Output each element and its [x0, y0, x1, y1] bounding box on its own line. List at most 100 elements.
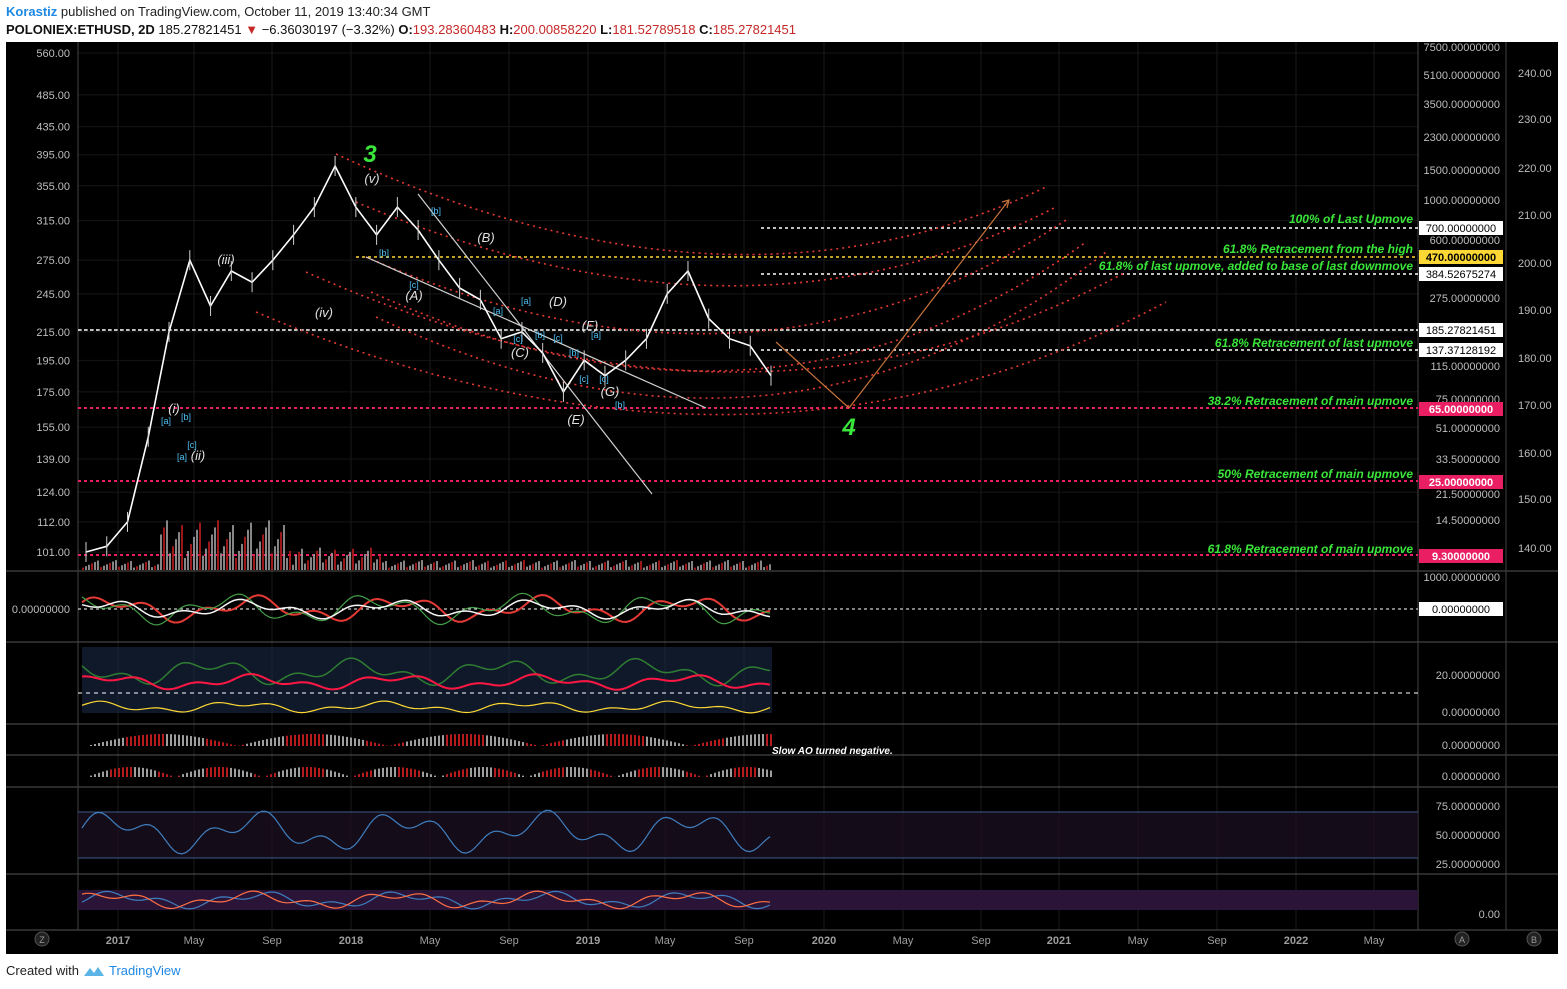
volume-bar-134 [484, 562, 486, 570]
pane-oscillator-tick-0: 1000.00000000 [1424, 572, 1500, 584]
volume-bar-49 [229, 532, 231, 570]
ao-bar-155 [706, 775, 708, 777]
minor-wave-label-0: (v) [364, 171, 379, 186]
last-price: 185.27821451 [158, 22, 242, 37]
slow-ao-bar-99 [482, 734, 484, 746]
corner-button-B [1526, 931, 1542, 947]
time-axis[interactable]: 2017 May Sep 2018 May Sep 2019 May Sep 2020 May Sep… [34, 931, 1542, 947]
slow-ao-bar-71 [370, 741, 372, 746]
volume-bar-14 [124, 563, 126, 570]
slow-ao-bar-131 [610, 734, 612, 746]
minor-wave-label-4: (ii) [191, 448, 205, 463]
ao-bar-112 [534, 774, 536, 777]
volume-bar-194 [664, 565, 666, 570]
left-price-axis[interactable]: 560.00 485.00 435.00 395.00 355.00 315.00 275.… [36, 48, 70, 559]
slow-ao-bar-34 [222, 742, 224, 746]
ao-bar-59 [322, 768, 324, 777]
x-tick-8: Sep [734, 935, 754, 947]
volume-bar-44 [214, 527, 216, 570]
volume-bar-186 [640, 561, 642, 570]
slow-ao-bar-76 [390, 745, 392, 746]
slow-ao-bar-147 [674, 742, 676, 746]
price-line [85, 164, 772, 553]
left-axis-tick-2: 435.00 [36, 122, 70, 134]
ao-bar-18 [158, 771, 160, 777]
volume-bar-173 [601, 563, 603, 570]
price-tag-bg-2 [1419, 267, 1503, 281]
volume-bar-207 [703, 563, 705, 570]
slow-ao-bar-40 [246, 743, 248, 746]
volume-bar-43 [211, 534, 213, 570]
price-tag-5: 65.00000000 [1429, 404, 1493, 416]
ao-bar-71 [370, 770, 372, 777]
ao-bar-63 [338, 772, 340, 777]
close-label: C: [699, 22, 713, 37]
volume-bar-119 [439, 567, 441, 570]
ao-bar-136 [630, 771, 632, 777]
slow-ao-bar-101 [490, 735, 492, 746]
volume-bar-145 [517, 562, 519, 570]
volume-bar-22 [148, 560, 150, 570]
slow-ao-bar-33 [218, 741, 220, 746]
tradingview-brand[interactable]: TradingView [108, 963, 181, 978]
ao-bar-165 [746, 767, 748, 777]
right-inner-tick-5: 1000.00000000 [1424, 195, 1500, 207]
volume-bar-11 [115, 560, 117, 570]
volume-bar-68 [286, 558, 288, 570]
trendlines [365, 193, 707, 495]
ao-bar-48 [278, 771, 280, 777]
volume-bar-62 [268, 520, 270, 570]
volume-bar-185 [637, 562, 639, 570]
slow-ao-bar-133 [618, 734, 620, 746]
ao-bar-7 [114, 768, 116, 777]
x-tick-10: May [893, 935, 914, 947]
volume-bar-160 [562, 565, 564, 570]
right-outer-tick-3: 210.00 [1518, 210, 1552, 222]
symbol-label: POLONIEX:ETHUSD, 2D [6, 22, 155, 37]
volume-bar-99 [379, 556, 381, 570]
fib-annotation-2: 61.8% of last upmove, added to base of l… [1099, 259, 1413, 273]
volume-bar-175 [607, 560, 609, 570]
ao-bar-169 [762, 768, 764, 777]
left-axis-tick-10: 175.00 [36, 387, 70, 399]
volume-bar-120 [442, 566, 444, 570]
volume-bar-177 [613, 565, 615, 570]
projection-path-line [775, 199, 1010, 409]
chart-svg[interactable]: 3 4 (v) (iii) (iv) (i) (ii) (A) (B) (C) (D) (E) (F) (… [6, 42, 1558, 954]
left-axis-tick-15: 101.00 [36, 547, 70, 559]
left-axis-tick-12: 139.00 [36, 454, 70, 466]
volume-bar-127 [463, 564, 465, 570]
left-axis-tick-9: 195.00 [36, 355, 70, 367]
volume-bar-162 [568, 562, 570, 570]
sub-wave-label-4: [b] [379, 248, 389, 258]
volume-bar-113 [421, 560, 423, 570]
slow-ao-bar-149 [682, 744, 684, 746]
right-outer-tick-0: 240.00 [1518, 68, 1552, 80]
volume-bar-34 [184, 558, 186, 570]
author-name[interactable]: Korastiz [6, 4, 58, 19]
x-tick-4: May [420, 935, 441, 947]
ao-bar-26 [190, 771, 192, 777]
ao-bar-137 [634, 770, 636, 777]
volume-bar-220 [742, 561, 744, 570]
volume-bar-215 [727, 560, 729, 570]
ao-bar-116 [550, 769, 552, 777]
ao-bar-96 [470, 767, 472, 777]
slow-ao-bar-103 [498, 737, 500, 746]
slow-ao-bar-128 [598, 734, 600, 746]
slow-ao-bar-3 [98, 743, 100, 746]
chart-canvas[interactable]: 3 4 (v) (iii) (iv) (i) (ii) (A) (B) (C) (D) (E) (F) (… [6, 42, 1558, 954]
volume-bar-166 [580, 565, 582, 570]
ao-bar-87 [434, 775, 436, 777]
x-tick-13: May [1128, 935, 1149, 947]
volume-bar-25 [157, 564, 159, 570]
ao-bar-156 [710, 774, 712, 777]
slow-ao-bar-11 [130, 736, 132, 746]
fib-annotation-6: 61.8% Retracement of main upmove [1208, 542, 1414, 556]
volume-bar-131 [475, 566, 477, 570]
slow-ao-bar-67 [354, 738, 356, 746]
volume-bar-112 [418, 561, 420, 570]
volume-bar-178 [616, 564, 618, 570]
dmi-yellow-line [81, 700, 771, 714]
volume-bar-135 [487, 561, 489, 570]
